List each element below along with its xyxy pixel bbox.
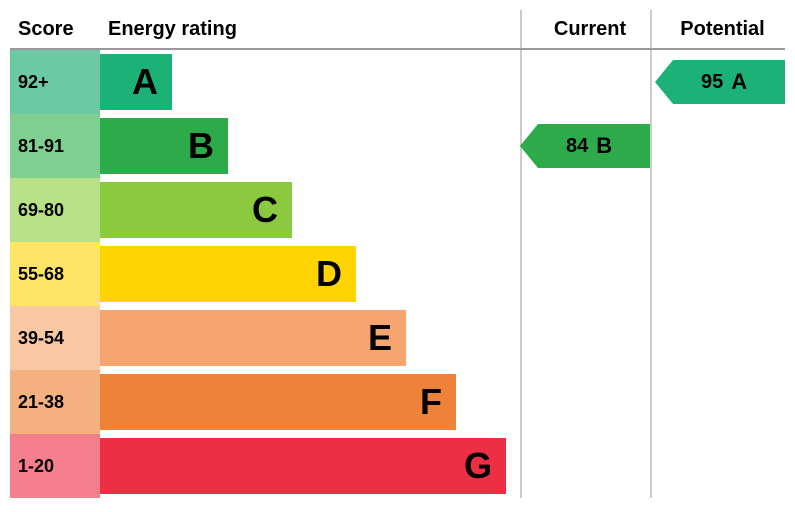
bar-cell: D xyxy=(100,242,520,306)
header-score: Score xyxy=(10,10,100,48)
epc-chart: Score Energy rating Current Potential 92… xyxy=(10,10,785,502)
score-range: 21-38 xyxy=(10,370,100,434)
score-range: 1-20 xyxy=(10,434,100,498)
potential-column-cell xyxy=(650,178,785,242)
score-range: 69-80 xyxy=(10,178,100,242)
header-row: Score Energy rating Current Potential xyxy=(10,10,785,50)
potential-arrow-value: 95 xyxy=(701,71,723,94)
bar-cell: G xyxy=(100,434,520,498)
potential-column-cell xyxy=(650,114,785,178)
rating-bar-b: B xyxy=(100,118,228,174)
potential-column-cell xyxy=(650,434,785,498)
rating-bar-d: D xyxy=(100,246,356,302)
rating-bar-g: G xyxy=(100,438,506,494)
current-column-cell xyxy=(520,242,650,306)
potential-arrow-letter: A xyxy=(731,69,747,95)
rating-bar-a: A xyxy=(100,54,172,110)
current-arrow: 84 B xyxy=(538,124,650,168)
band-row-e: 39-54E xyxy=(10,306,785,370)
bar-cell: F xyxy=(100,370,520,434)
rating-bar-e: E xyxy=(100,310,406,366)
header-potential: Potential xyxy=(650,10,785,48)
potential-column-cell xyxy=(650,370,785,434)
band-rows: 92+A81-91B69-80C55-68D39-54E21-38F1-20G xyxy=(10,50,785,498)
score-range: 55-68 xyxy=(10,242,100,306)
score-range: 81-91 xyxy=(10,114,100,178)
score-range: 39-54 xyxy=(10,306,100,370)
band-row-f: 21-38F xyxy=(10,370,785,434)
band-row-d: 55-68D xyxy=(10,242,785,306)
current-arrow-tip xyxy=(520,124,538,168)
current-column-cell xyxy=(520,178,650,242)
current-column-cell xyxy=(520,50,650,114)
bar-cell: B xyxy=(100,114,520,178)
score-range: 92+ xyxy=(10,50,100,114)
band-row-b: 81-91B xyxy=(10,114,785,178)
bar-cell: E xyxy=(100,306,520,370)
band-row-g: 1-20G xyxy=(10,434,785,498)
current-column-cell xyxy=(520,434,650,498)
bar-cell: C xyxy=(100,178,520,242)
current-arrow-value: 84 xyxy=(566,135,588,158)
rating-bar-f: F xyxy=(100,374,456,430)
potential-arrow-tip xyxy=(655,60,673,104)
header-current: Current xyxy=(520,10,650,48)
band-row-c: 69-80C xyxy=(10,178,785,242)
current-column-cell xyxy=(520,370,650,434)
bar-cell: A xyxy=(100,50,520,114)
header-rating: Energy rating xyxy=(100,10,520,48)
current-column-cell xyxy=(520,306,650,370)
potential-column-cell xyxy=(650,242,785,306)
potential-column-cell xyxy=(650,306,785,370)
potential-arrow: 95 A xyxy=(673,60,785,104)
current-arrow-letter: B xyxy=(596,133,612,159)
rating-bar-c: C xyxy=(100,182,292,238)
